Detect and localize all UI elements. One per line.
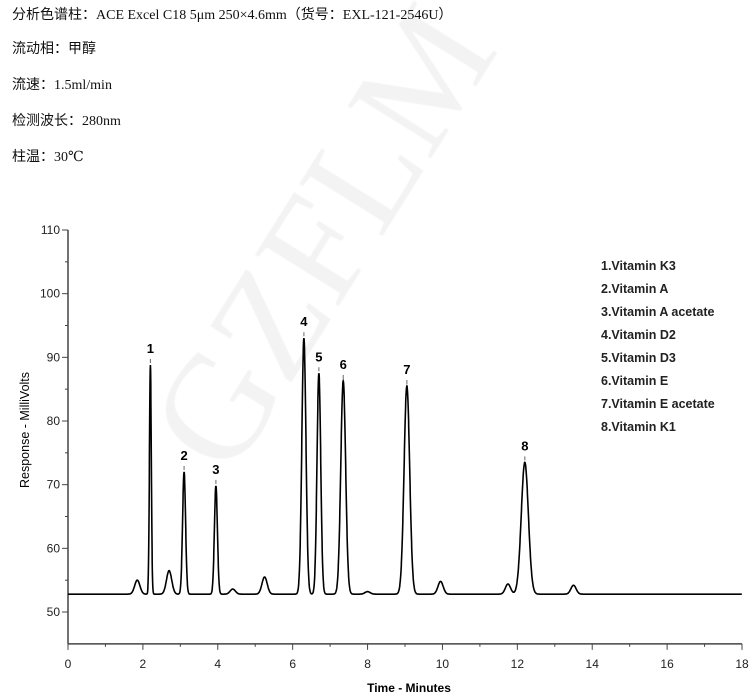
x-tick-label: 14 — [586, 657, 600, 671]
peak-label-2: 2 — [180, 448, 187, 463]
mobile-phase-info: 流动相：甲醇 — [12, 42, 96, 57]
peak-label-1: 1 — [147, 341, 154, 356]
peak-label-8: 8 — [521, 438, 528, 453]
legend-item: 8.Vitamin K1 — [601, 420, 676, 434]
x-tick-label: 4 — [214, 657, 221, 671]
chromatogram-trace — [68, 338, 742, 595]
peak-label-7: 7 — [403, 362, 410, 377]
y-tick-label: 70 — [47, 478, 61, 492]
peak-label-3: 3 — [212, 462, 219, 477]
peak-label-5: 5 — [315, 349, 322, 364]
column-info: 分析色谱柱：ACE Excel C18 5μm 250×4.6mm（货号：EXL… — [12, 8, 453, 23]
x-axis-label: Time - Minutes — [367, 681, 451, 695]
legend-item: 6.Vitamin E — [601, 374, 668, 388]
x-tick-label: 18 — [735, 657, 749, 671]
legend-item: 3.Vitamin A acetate — [601, 305, 715, 319]
y-tick-label: 50 — [47, 605, 61, 619]
y-axis-label: Response - MilliVolts — [18, 372, 32, 488]
peak-label-6: 6 — [340, 357, 347, 372]
y-tick-label: 100 — [40, 287, 60, 301]
x-tick-label: 12 — [511, 657, 525, 671]
peak-label-4: 4 — [300, 314, 308, 329]
x-tick-label: 8 — [364, 657, 371, 671]
y-tick-label: 90 — [47, 350, 61, 364]
x-tick-label: 16 — [660, 657, 674, 671]
wavelength-info: 检测波长：280nm — [12, 114, 121, 129]
legend-item: 4.Vitamin D2 — [601, 328, 676, 342]
x-tick-label: 10 — [436, 657, 450, 671]
legend-item: 7.Vitamin E acetate — [601, 397, 715, 411]
x-tick-label: 6 — [289, 657, 296, 671]
flow-rate-info: 流速：1.5ml/min — [12, 78, 112, 93]
x-tick-label: 0 — [65, 657, 72, 671]
y-tick-label: 60 — [47, 541, 61, 555]
x-tick-label: 2 — [140, 657, 147, 671]
y-tick-label: 80 — [47, 414, 61, 428]
legend-item: 2.Vitamin A — [601, 282, 668, 296]
y-tick-label: 110 — [41, 223, 60, 237]
legend-item: 1.Vitamin K3 — [601, 259, 676, 273]
legend-item: 5.Vitamin D3 — [601, 351, 676, 365]
temperature-info: 柱温：30℃ — [12, 150, 84, 165]
